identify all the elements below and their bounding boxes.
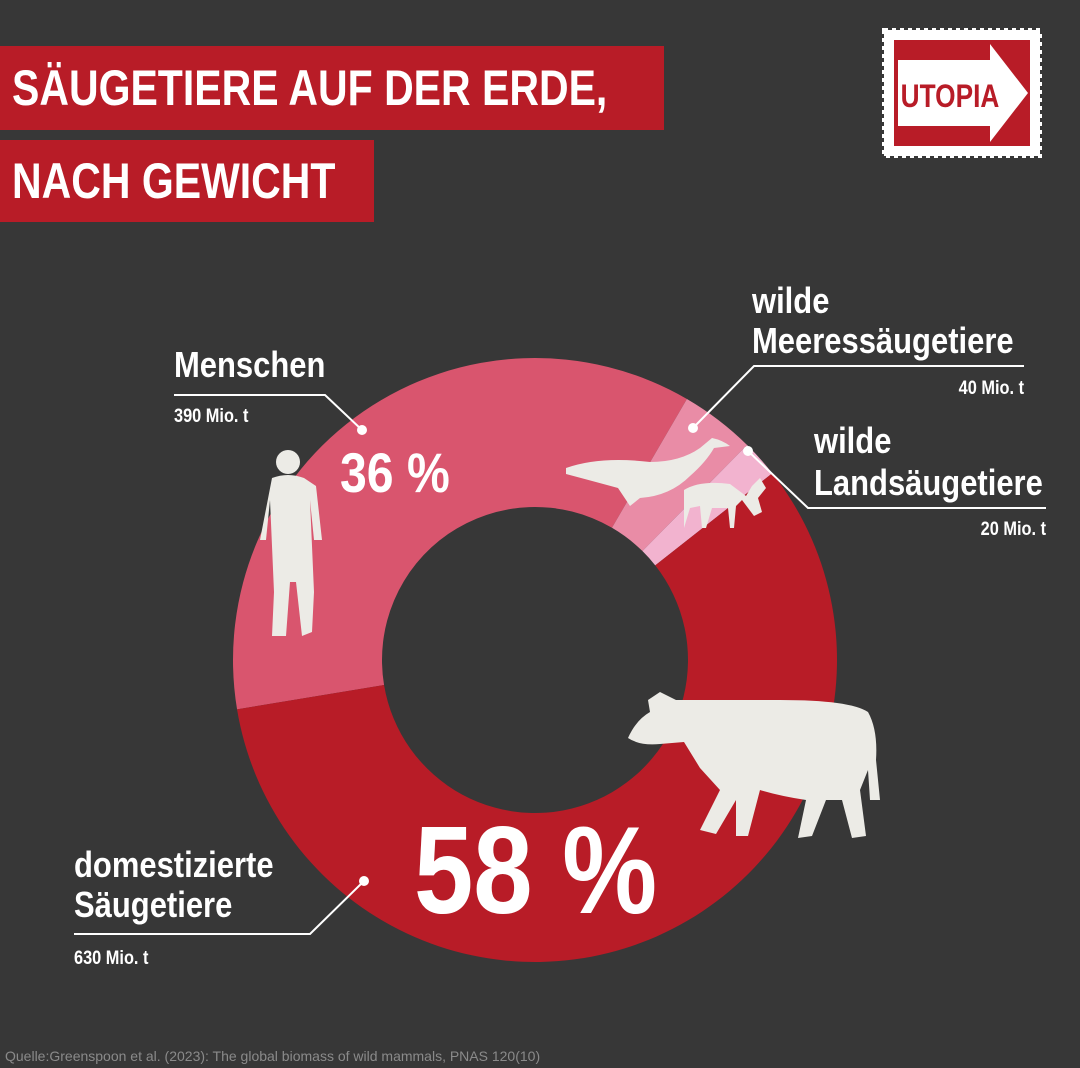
label-domestic-1: domestizierte <box>74 844 274 885</box>
leader-line-land <box>747 450 1046 509</box>
label-menschen: Menschen <box>174 344 326 385</box>
percent-menschen: 36 % <box>340 441 450 504</box>
source-note: Quelle:Greenspoon et al. (2023): The glo… <box>5 1048 541 1064</box>
label-domestic-2: Säugetiere <box>74 884 233 925</box>
value-domestic: 630 Mio. t <box>74 948 149 969</box>
label-land-1: wilde <box>814 420 892 461</box>
utopia-logo: UTOPIA <box>882 28 1042 158</box>
whale-silhouette-icon <box>566 438 730 506</box>
leader-line-menschen <box>174 394 363 431</box>
title-line-1: SÄUGETIERE AUF DER ERDE, <box>0 46 664 130</box>
cow-silhouette-icon <box>628 692 880 838</box>
leader-line-domestic <box>74 880 365 935</box>
slice-0 <box>233 357 687 710</box>
value-menschen: 390 Mio. t <box>174 406 249 427</box>
percent-domestic: 58 % <box>414 802 658 940</box>
leader-line-meer <box>692 365 1024 429</box>
title-line-2: NACH GEWICHT <box>0 140 374 222</box>
label-meer-2: Meeressäugetiere <box>752 320 1014 361</box>
value-meer: 40 Mio. t <box>958 378 1024 399</box>
value-land: 20 Mio. t <box>980 519 1046 540</box>
svg-text:UTOPIA: UTOPIA <box>901 80 1000 115</box>
label-meer-1: wilde <box>752 280 830 321</box>
slice-3 <box>237 473 837 962</box>
deer-silhouette-icon <box>684 478 766 528</box>
human-silhouette-icon <box>260 450 322 636</box>
label-land-2: Landsäugetiere <box>814 462 1043 503</box>
